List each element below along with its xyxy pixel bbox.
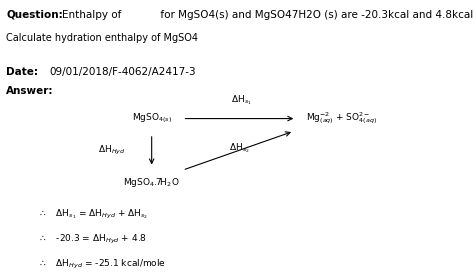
Text: $\Delta$H$_{s_1}$: $\Delta$H$_{s_1}$	[231, 94, 252, 107]
Text: Calculate hydration enthalpy of MgSO4: Calculate hydration enthalpy of MgSO4	[6, 33, 198, 44]
Text: Question:: Question:	[6, 10, 63, 20]
Text: $\therefore$   -20.3 = $\Delta$H$_{Hyd}$ + 4.8: $\therefore$ -20.3 = $\Delta$H$_{Hyd}$ +…	[38, 233, 147, 246]
Text: Date:: Date:	[6, 67, 38, 77]
Text: 09/01/2018/F-4062/A2417-3: 09/01/2018/F-4062/A2417-3	[50, 67, 196, 77]
Text: Enthalpy of            for MgSO4(s) and MgSO47H2O (s) are -20.3kcal and 4.8kcal.: Enthalpy of for MgSO4(s) and MgSO47H2O (…	[62, 10, 474, 20]
Text: Answer:: Answer:	[6, 86, 54, 97]
Text: MgSO$_{4(s)}$: MgSO$_{4(s)}$	[132, 112, 172, 126]
Text: Mg$^{-2}_{(aq)}$ + SO$^{2-}_{4(aq)}$: Mg$^{-2}_{(aq)}$ + SO$^{2-}_{4(aq)}$	[306, 111, 377, 126]
Text: $\Delta$H$_{Hyd}$: $\Delta$H$_{Hyd}$	[98, 144, 125, 157]
Text: $\therefore$   $\Delta$H$_{Hyd}$ = -25.1 kcal/mole: $\therefore$ $\Delta$H$_{Hyd}$ = -25.1 k…	[38, 258, 166, 271]
Text: $\therefore$   $\Delta$H$_{s_1}$ = $\Delta$H$_{Hyd}$ + $\Delta$H$_{s_2}$: $\therefore$ $\Delta$H$_{s_1}$ = $\Delta…	[38, 208, 148, 221]
Text: $\Delta$H$_{s_2}$: $\Delta$H$_{s_2}$	[229, 141, 250, 155]
Text: MgSO$_4$.7H$_2$O: MgSO$_4$.7H$_2$O	[123, 176, 180, 189]
